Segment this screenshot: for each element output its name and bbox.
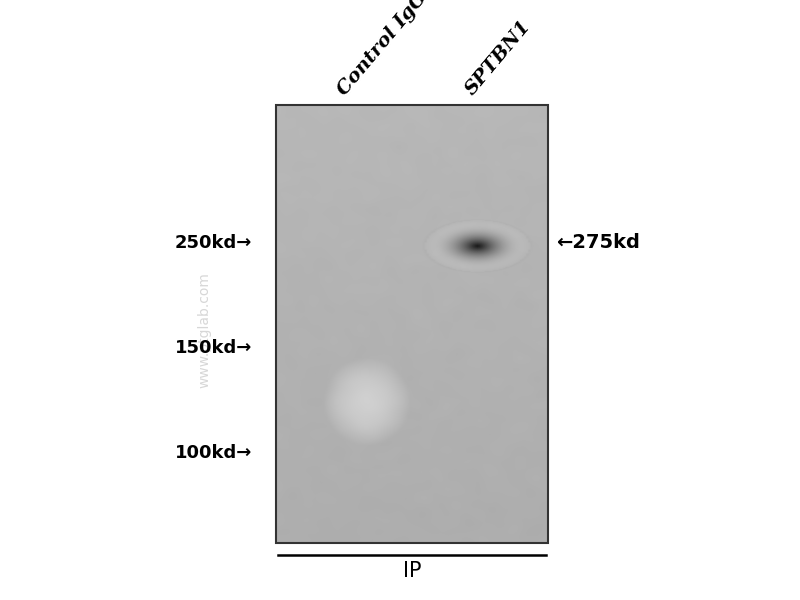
- Text: www.ptglab.com: www.ptglab.com: [197, 272, 211, 388]
- Text: IP: IP: [402, 561, 422, 581]
- Text: ←275kd: ←275kd: [556, 233, 640, 253]
- Text: SPTBN1: SPTBN1: [462, 17, 534, 99]
- Text: 150kd→: 150kd→: [174, 339, 252, 357]
- Bar: [276, 105, 548, 543]
- Text: 250kd→: 250kd→: [174, 234, 252, 252]
- Text: Control IgG: Control IgG: [334, 0, 430, 99]
- Text: 100kd→: 100kd→: [174, 444, 252, 462]
